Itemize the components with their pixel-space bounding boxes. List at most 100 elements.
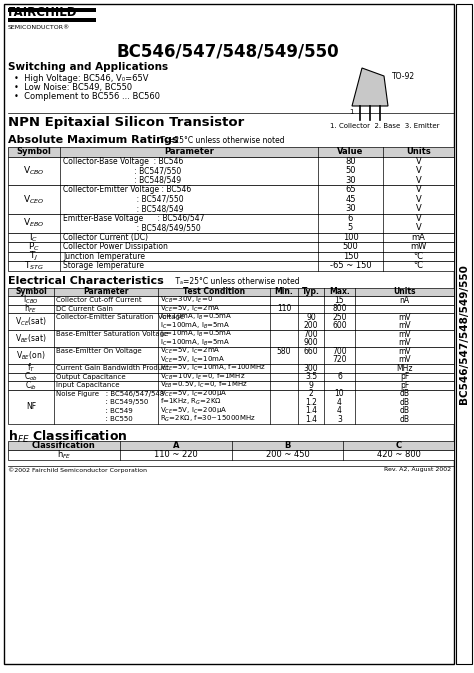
- Text: pF: pF: [400, 381, 409, 390]
- Text: : BC547/550: : BC547/550: [63, 194, 183, 204]
- Bar: [8, 390, 454, 423]
- Text: Emitter-Base Voltage      : BC546/547: Emitter-Base Voltage : BC546/547: [63, 214, 204, 223]
- Text: 30: 30: [345, 176, 356, 185]
- Text: Tₐ=25°C unless otherwise noted: Tₐ=25°C unless otherwise noted: [173, 277, 300, 285]
- Text: V$_{CE}$=5V, I$_C$=10mA: V$_{CE}$=5V, I$_C$=10mA: [160, 355, 225, 365]
- Text: °C: °C: [413, 261, 423, 271]
- Text: °C: °C: [413, 252, 423, 260]
- Text: V$_{BE}$(sat): V$_{BE}$(sat): [15, 332, 47, 345]
- Bar: [8, 185, 454, 213]
- Text: 800: 800: [332, 304, 347, 313]
- Text: FAIRCHILD: FAIRCHILD: [8, 5, 78, 18]
- Text: 50: 50: [345, 166, 356, 175]
- Text: Base-Emitter On Voltage: Base-Emitter On Voltage: [56, 348, 142, 354]
- Text: Parameter: Parameter: [83, 287, 129, 296]
- Text: mV: mV: [398, 339, 411, 347]
- Bar: [8, 364, 454, 372]
- Text: 200 ~ 450: 200 ~ 450: [265, 450, 310, 459]
- Text: Symbol: Symbol: [15, 287, 47, 296]
- Text: Tₐ=25°C unless otherwise noted: Tₐ=25°C unless otherwise noted: [158, 136, 284, 145]
- Text: DC Current Gain: DC Current Gain: [56, 306, 113, 312]
- Text: Collector Cut-off Current: Collector Cut-off Current: [56, 297, 142, 304]
- Text: MHz: MHz: [396, 363, 413, 373]
- Text: 65: 65: [345, 185, 356, 194]
- Text: V: V: [416, 214, 421, 223]
- Text: P$_C$: P$_C$: [28, 240, 40, 253]
- Text: f$_T$: f$_T$: [27, 362, 35, 374]
- Text: 100: 100: [343, 233, 358, 242]
- Text: mV: mV: [398, 313, 411, 322]
- Text: V: V: [416, 223, 421, 232]
- Bar: [8, 287, 454, 296]
- Text: V: V: [416, 194, 421, 204]
- Polygon shape: [352, 68, 388, 106]
- Text: pF: pF: [400, 372, 409, 381]
- Text: 300: 300: [304, 363, 319, 373]
- Text: V$_{CE}$=5V, I$_C$=200μA: V$_{CE}$=5V, I$_C$=200μA: [160, 388, 228, 399]
- Text: I$_C$=10mA, I$_B$=0.5mA: I$_C$=10mA, I$_B$=0.5mA: [160, 329, 232, 339]
- Text: Collector Power Dissipation: Collector Power Dissipation: [63, 242, 168, 251]
- Text: 660: 660: [304, 347, 319, 356]
- Text: Classification: Classification: [32, 441, 96, 450]
- Text: dB: dB: [400, 406, 410, 415]
- Bar: [8, 381, 454, 390]
- Text: f=1KHz, R$_G$=2KΩ: f=1KHz, R$_G$=2KΩ: [160, 397, 222, 407]
- Text: BC546/547/548/549/550: BC546/547/548/549/550: [117, 42, 339, 60]
- Text: •  Complement to BC556 ... BC560: • Complement to BC556 ... BC560: [14, 92, 160, 101]
- Text: V: V: [416, 185, 421, 194]
- Text: Current Gain Bandwidth Product: Current Gain Bandwidth Product: [56, 365, 169, 371]
- Text: mW: mW: [410, 242, 427, 251]
- Text: C: C: [395, 441, 401, 450]
- Text: Storage Temperature: Storage Temperature: [63, 261, 144, 271]
- Text: Input Capacitance: Input Capacitance: [56, 382, 119, 388]
- Text: I$_{CBO}$: I$_{CBO}$: [23, 294, 39, 306]
- Text: Min.: Min.: [274, 287, 293, 296]
- Text: Collector-Base Voltage  : BC546: Collector-Base Voltage : BC546: [63, 157, 183, 166]
- Bar: [8, 330, 454, 347]
- Text: V$_{CE}$=5V, I$_C$=2mA: V$_{CE}$=5V, I$_C$=2mA: [160, 346, 220, 356]
- Text: Electrical Characteristics: Electrical Characteristics: [8, 275, 164, 285]
- Bar: [8, 450, 454, 460]
- Text: SEMICONDUCTOR®: SEMICONDUCTOR®: [8, 25, 70, 30]
- Text: 9: 9: [309, 381, 313, 390]
- Text: Noise Figure   : BC546/547/548: Noise Figure : BC546/547/548: [56, 391, 164, 397]
- Text: V$_{CB}$=10V, I$_E$=0, f=1MHz: V$_{CB}$=10V, I$_E$=0, f=1MHz: [160, 371, 246, 382]
- Text: NF: NF: [26, 402, 36, 411]
- Text: V: V: [416, 166, 421, 175]
- Text: mV: mV: [398, 321, 411, 330]
- Text: mV: mV: [398, 330, 411, 339]
- Text: V$_{CBO}$: V$_{CBO}$: [23, 164, 45, 177]
- Text: 900: 900: [304, 339, 319, 347]
- Text: dB: dB: [400, 389, 410, 398]
- Text: 2: 2: [309, 389, 313, 398]
- Text: h$_{FE}$ Classification: h$_{FE}$ Classification: [8, 429, 128, 445]
- Text: 720: 720: [332, 355, 347, 364]
- Text: 600: 600: [332, 321, 347, 330]
- Text: 30: 30: [345, 204, 356, 213]
- Text: 250: 250: [332, 313, 347, 322]
- Text: 6: 6: [337, 372, 342, 381]
- Text: 110: 110: [277, 304, 291, 313]
- Text: dB: dB: [400, 415, 410, 424]
- Bar: [8, 313, 454, 330]
- Text: 580: 580: [277, 347, 291, 356]
- Bar: [456, 4, 472, 664]
- Text: C$_{ib}$: C$_{ib}$: [25, 379, 37, 392]
- Text: Rev. A2, August 2002: Rev. A2, August 2002: [384, 468, 451, 472]
- Bar: [8, 213, 454, 232]
- Text: Max.: Max.: [329, 287, 350, 296]
- Text: V$_{CEO}$: V$_{CEO}$: [23, 193, 45, 205]
- Bar: [8, 232, 454, 242]
- Text: mA: mA: [411, 233, 426, 242]
- Text: V$_{CB}$=30V, I$_E$=0: V$_{CB}$=30V, I$_E$=0: [160, 295, 213, 306]
- Text: : BC548/549/550: : BC548/549/550: [63, 223, 201, 232]
- Text: Absolute Maximum Ratings: Absolute Maximum Ratings: [8, 135, 179, 145]
- Text: h$_{FE}$: h$_{FE}$: [24, 302, 38, 315]
- Text: 110 ~ 220: 110 ~ 220: [154, 450, 198, 459]
- Text: : BC549: : BC549: [56, 408, 133, 414]
- Bar: [8, 8, 96, 12]
- Text: T$_{STG}$: T$_{STG}$: [24, 260, 44, 272]
- Text: Test Condition: Test Condition: [183, 287, 245, 296]
- Text: Units: Units: [393, 287, 416, 296]
- Text: I$_C$=100mA, I$_B$=5mA: I$_C$=100mA, I$_B$=5mA: [160, 338, 230, 348]
